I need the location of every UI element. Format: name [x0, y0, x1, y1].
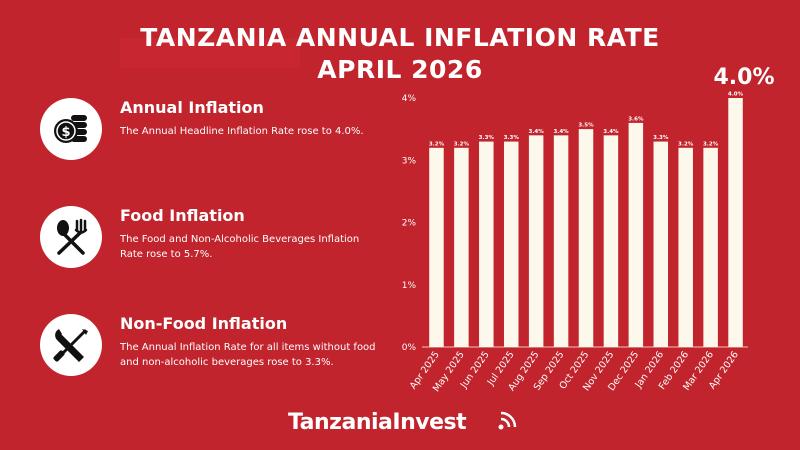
bar	[653, 141, 669, 347]
title-line-2: APRIL 2026	[317, 55, 483, 84]
y-tick-label: 0%	[402, 343, 417, 353]
bar-value-label: 4.0%	[728, 92, 744, 98]
bar	[728, 98, 743, 347]
section-text: The Annual Inflation Rate for all items …	[120, 342, 376, 368]
bar	[454, 147, 469, 347]
y-tick-label: 2%	[402, 219, 417, 229]
coins-dollar-icon: $	[40, 98, 102, 160]
bar-value-label: 3.4%	[529, 129, 545, 135]
spoon-fork-icon	[40, 206, 102, 268]
bar-value-label: 3.2%	[429, 141, 445, 147]
brand-signal-icon	[498, 411, 517, 430]
bar	[628, 122, 644, 348]
bar	[703, 147, 718, 347]
bar-value-label: 3.4%	[553, 129, 569, 135]
bar	[528, 135, 544, 347]
bar	[678, 147, 693, 347]
latest-rate-callout: 4.0%	[713, 65, 774, 90]
bar-value-label: 3.3%	[653, 135, 669, 141]
title-line-1: TANZANIA ANNUAL INFLATION RATE	[140, 23, 660, 52]
bar-value-label: 3.6%	[628, 116, 644, 122]
bar-value-label: 3.4%	[603, 129, 619, 135]
bar	[553, 135, 569, 347]
bar-value-label: 3.3%	[504, 135, 520, 141]
y-tick-label: 1%	[402, 281, 417, 291]
bar-value-label: 3.2%	[678, 141, 694, 147]
bar	[429, 147, 444, 347]
bar	[479, 141, 494, 347]
section-text: The Food and Non-Alcoholic Beverages Inf…	[120, 234, 360, 260]
bar	[503, 141, 519, 347]
bar	[578, 129, 594, 347]
section-text: The Annual Headline Inflation Rate rose …	[120, 126, 364, 137]
y-tick-label: 3%	[402, 156, 417, 166]
svg-text:$: $	[61, 125, 70, 140]
bar-value-label: 3.2%	[454, 141, 470, 147]
bar	[603, 135, 619, 347]
page-title: TANZANIA ANNUAL INFLATION RATE APRIL 202…	[0, 22, 800, 86]
brand-logo-text: TanzaniaInvest	[288, 410, 467, 435]
bar-value-label: 3.2%	[703, 141, 719, 147]
wrench-screwdriver-icon	[40, 314, 102, 376]
title-highlight-bar	[120, 38, 300, 68]
bar-value-label: 3.3%	[479, 135, 495, 141]
y-tick-label: 4%	[402, 94, 417, 104]
section-heading: Annual Inflation	[120, 98, 264, 117]
bar-value-label: 3.5%	[578, 123, 594, 129]
section-heading: Non-Food Inflation	[120, 314, 288, 333]
section-heading: Food Inflation	[120, 206, 245, 225]
